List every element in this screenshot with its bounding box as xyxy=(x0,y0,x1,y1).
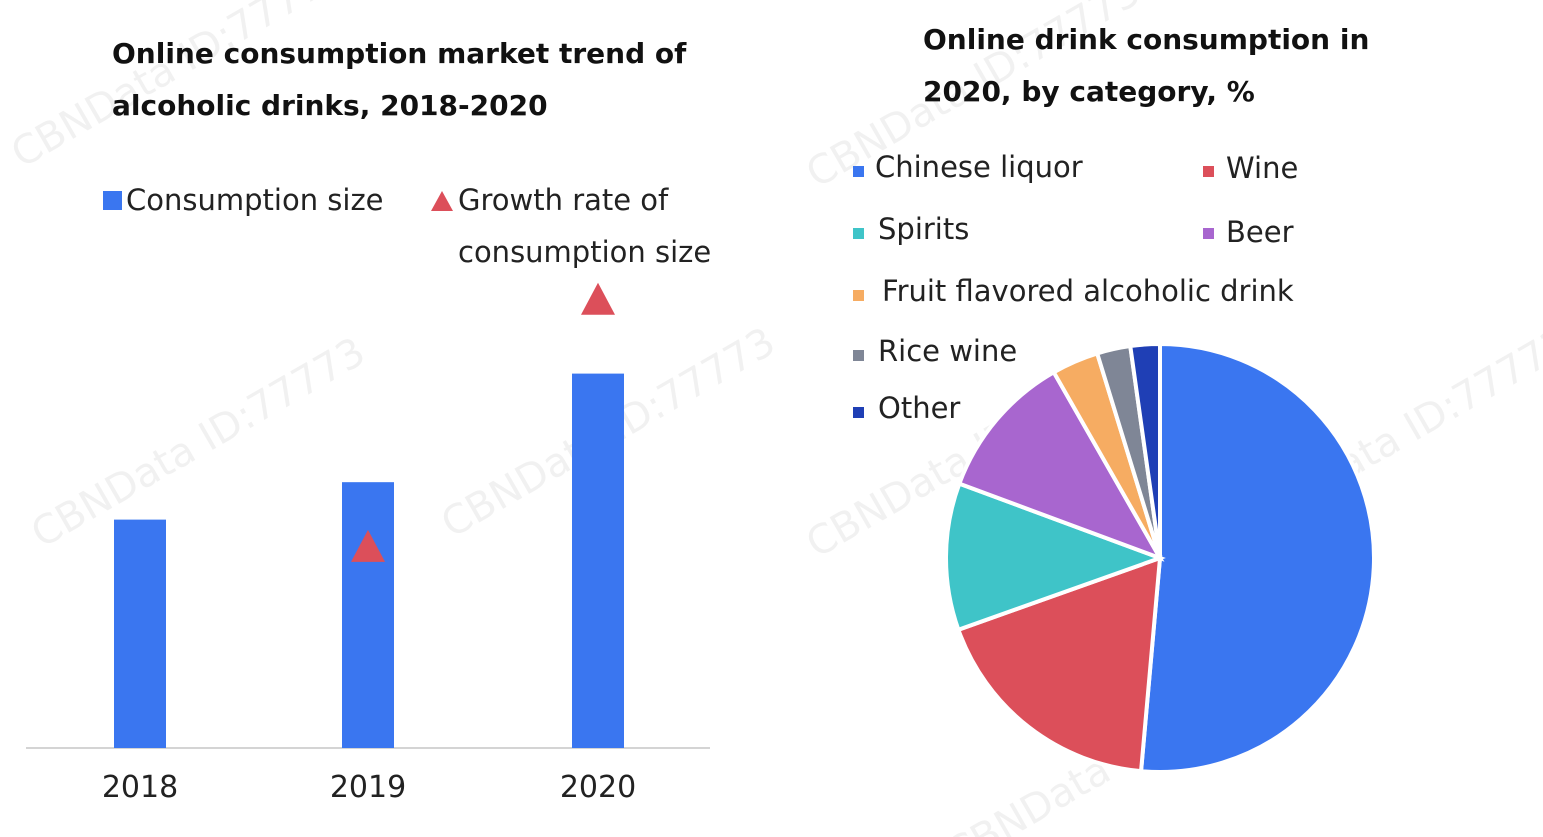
pie-chart-title: Online drink consumption in 2020, by cat… xyxy=(923,23,1370,108)
pie-slice-beer xyxy=(956,369,1165,562)
pie-slice-wine xyxy=(955,555,1163,774)
legend-label-other: Other xyxy=(878,391,961,425)
pie-slice-other xyxy=(1128,341,1162,559)
bar-chart-svg: 2018 2019 2020 xyxy=(26,282,710,805)
pie-chart-svg xyxy=(944,341,1376,774)
pie-slice-spirits xyxy=(944,481,1166,633)
x-tick-label-2020: 2020 xyxy=(560,770,636,805)
legend-swatch-wine xyxy=(1203,166,1214,177)
marker-growth-rate-2019 xyxy=(351,529,385,562)
legend-swatch-fruit-flavored-alcoholic-drink xyxy=(853,290,864,301)
x-tick-label-2018: 2018 xyxy=(102,770,178,805)
x-tick-label-2019: 2019 xyxy=(330,770,406,805)
legend-label-chinese-liquor: Chinese liquor xyxy=(875,150,1083,184)
bar-consumption-size-2020 xyxy=(572,373,624,748)
legend-label-beer: Beer xyxy=(1226,215,1294,249)
pie-slice-chinese-liquor xyxy=(1138,341,1376,774)
legend-label-wine: Wine xyxy=(1226,151,1299,185)
legend-label-spirits: Spirits xyxy=(878,212,970,246)
legend-swatch-other xyxy=(853,407,864,418)
bar-consumption-size-2019 xyxy=(342,482,394,748)
legend-swatch-rice-wine xyxy=(853,350,864,361)
legend-triangle-icon xyxy=(431,191,453,211)
bar-consumption-size-2018 xyxy=(114,519,166,748)
legend-label-rice-wine: Rice wine xyxy=(878,334,1018,368)
marker-growth-rate-2020 xyxy=(581,282,615,315)
legend-swatch-chinese-liquor xyxy=(853,166,864,177)
bar-chart-title: Online consumption market trend of alcoh… xyxy=(112,37,687,122)
legend-swatch-beer xyxy=(1203,228,1214,239)
legend-swatch-consumption-size xyxy=(103,191,122,210)
pie-chart-panel: CBNData ID:77773 CBNData ID:77773 CBNDat… xyxy=(785,0,1543,837)
legend-label-growth-rate: Growth rate of consumption size xyxy=(458,183,712,269)
bar-chart-panel: CBNData ID:77773 CBNData ID:77773 CBNDat… xyxy=(4,0,783,805)
legend-swatch-spirits xyxy=(853,228,864,239)
legend-label-consumption-size: Consumption size xyxy=(126,183,384,217)
legend-label-fruit-flavored-alcoholic-drink: Fruit flavored alcoholic drink xyxy=(882,274,1294,308)
